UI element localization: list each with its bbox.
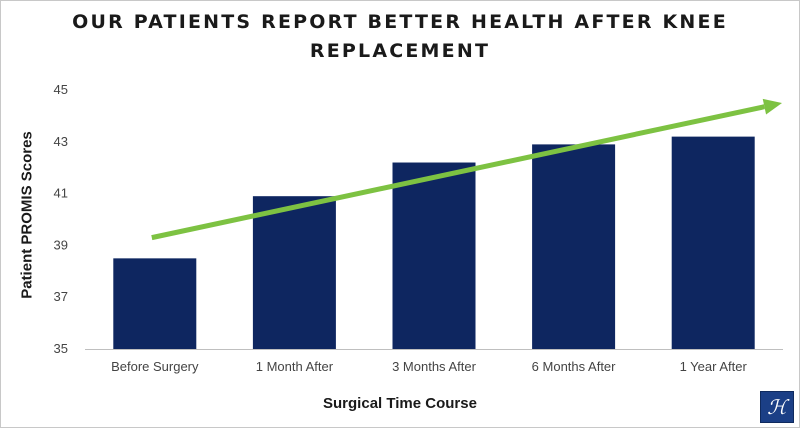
bar [671, 136, 755, 349]
y-tick-label: 39 [54, 237, 68, 252]
bar [113, 258, 197, 349]
x-axis-label: Surgical Time Course [323, 395, 477, 412]
x-tick-label: 1 Month After [256, 359, 334, 374]
x-tick-label: 1 Year After [680, 359, 748, 374]
x-tick-label: 3 Months After [392, 359, 476, 374]
bar [532, 144, 616, 349]
chart-title-line-2: REPLACEMENT [309, 40, 491, 62]
y-tick-label: 41 [54, 186, 68, 201]
bar [392, 162, 476, 349]
bar [252, 196, 336, 349]
y-tick-label: 43 [54, 134, 68, 149]
x-tick-label: Before Surgery [111, 359, 199, 374]
y-tick-label: 37 [54, 289, 68, 304]
trend-arrow-head-icon [762, 98, 782, 115]
y-tick-label: 35 [54, 341, 68, 356]
chart-title: OUR PATIENTS REPORT BETTER HEALTH AFTER … [0, 8, 800, 66]
chart-title-line-1: OUR PATIENTS REPORT BETTER HEALTH AFTER … [72, 11, 728, 33]
trend-arrow-line [151, 104, 765, 241]
x-tick-label: 6 Months After [532, 359, 616, 374]
monogram-logo-icon: ℋ [760, 391, 794, 423]
y-tick-label: 45 [54, 82, 68, 97]
